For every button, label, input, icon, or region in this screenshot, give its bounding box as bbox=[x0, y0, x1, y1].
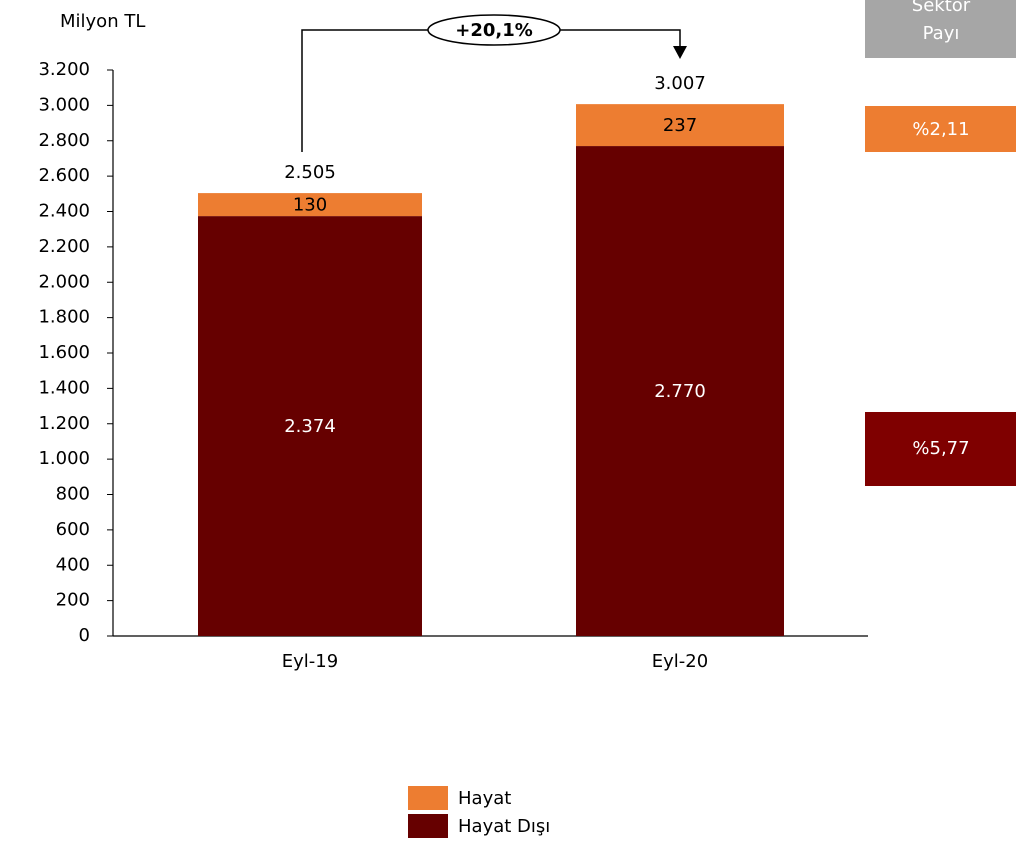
y-tick-label: 1.600 bbox=[38, 342, 90, 363]
bar-segment bbox=[198, 216, 422, 636]
sector-box bbox=[865, 412, 1016, 486]
y-tick-label: 2.600 bbox=[38, 165, 90, 186]
bar-segment bbox=[576, 146, 784, 636]
sector-header bbox=[865, 0, 1016, 58]
y-axis-label: Milyon TL bbox=[60, 11, 145, 32]
x-tick-label: Eyl-20 bbox=[652, 651, 708, 672]
x-tick-label: Eyl-19 bbox=[282, 651, 338, 672]
y-tick-label: 800 bbox=[56, 484, 90, 505]
y-tick-label: 1.000 bbox=[38, 448, 90, 469]
y-tick-label: 1.800 bbox=[38, 307, 90, 328]
y-tick-label: 0 bbox=[79, 625, 90, 646]
y-tick-label: 400 bbox=[56, 554, 90, 575]
sector-title: Sektör Payı bbox=[912, 0, 971, 44]
total-label: 3.007 bbox=[654, 73, 706, 94]
legend-label: Hayat bbox=[458, 788, 511, 809]
legend-label: Hayat Dışı bbox=[458, 816, 550, 837]
legend-swatch bbox=[408, 814, 448, 838]
value-label: 2.770 bbox=[654, 381, 706, 402]
growth-arrow bbox=[673, 46, 687, 59]
y-tick-label: 1.200 bbox=[38, 413, 90, 434]
growth-bracket bbox=[301, 29, 681, 152]
y-tick-label: 2.000 bbox=[38, 271, 90, 292]
total-label: 2.505 bbox=[284, 162, 336, 183]
value-label: 2.374 bbox=[284, 416, 336, 437]
growth-bubble bbox=[427, 14, 561, 46]
y-tick-label: 3.200 bbox=[38, 59, 90, 80]
y-tick-label: 2.200 bbox=[38, 236, 90, 257]
y-tick-label: 600 bbox=[56, 519, 90, 540]
y-tick-label: 1.400 bbox=[38, 377, 90, 398]
legend-swatch bbox=[408, 786, 448, 810]
bar-segment bbox=[198, 193, 422, 217]
y-tick-label: 2.400 bbox=[38, 201, 90, 222]
growth-annotation: +20,1% bbox=[455, 20, 533, 41]
y-tick-label: 200 bbox=[56, 590, 90, 611]
sector-box bbox=[865, 106, 1016, 152]
sector-value: %5,77 bbox=[912, 438, 969, 459]
y-tick-label: 2.800 bbox=[38, 130, 90, 151]
value-label: 130 bbox=[293, 195, 327, 216]
y-tick-label: 3.000 bbox=[38, 94, 90, 115]
bar-segment bbox=[576, 104, 784, 147]
value-label: 237 bbox=[663, 115, 697, 136]
sector-value: %2,11 bbox=[912, 119, 969, 140]
